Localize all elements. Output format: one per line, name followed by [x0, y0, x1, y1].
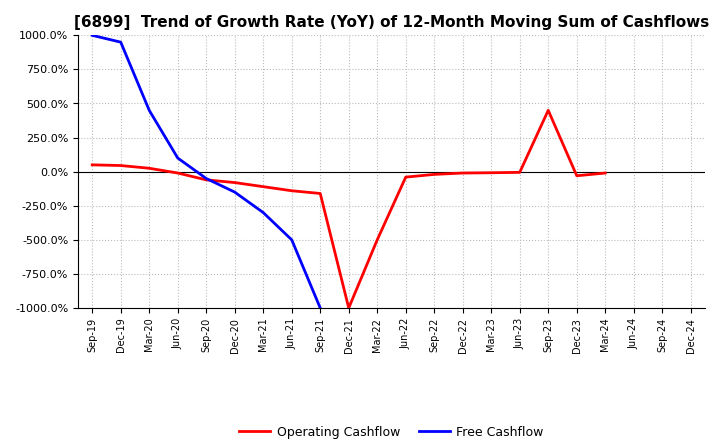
Operating Cashflow [430, 172, 438, 177]
Operating Cashflow [487, 170, 495, 176]
Free Cashflow [88, 33, 96, 38]
Operating Cashflow [459, 170, 467, 176]
Operating Cashflow [402, 175, 410, 180]
Operating Cashflow [230, 180, 239, 185]
Operating Cashflow [344, 305, 353, 311]
Operating Cashflow [544, 108, 552, 113]
Operating Cashflow [601, 170, 610, 176]
Free Cashflow [145, 108, 153, 113]
Operating Cashflow [259, 184, 268, 189]
Free Cashflow [259, 210, 268, 215]
Operating Cashflow [174, 170, 182, 176]
Free Cashflow [287, 237, 296, 242]
Operating Cashflow [88, 162, 96, 168]
Free Cashflow [202, 176, 210, 181]
Free Cashflow [117, 40, 125, 45]
Free Cashflow [316, 305, 325, 311]
Line: Free Cashflow: Free Cashflow [92, 35, 320, 308]
Legend: Operating Cashflow, Free Cashflow: Operating Cashflow, Free Cashflow [234, 421, 549, 440]
Operating Cashflow [145, 165, 153, 171]
Operating Cashflow [287, 188, 296, 194]
Line: Operating Cashflow: Operating Cashflow [92, 110, 606, 308]
Title: [6899]  Trend of Growth Rate (YoY) of 12-Month Moving Sum of Cashflows: [6899] Trend of Growth Rate (YoY) of 12-… [74, 15, 709, 30]
Operating Cashflow [373, 237, 382, 242]
Operating Cashflow [117, 163, 125, 168]
Operating Cashflow [202, 177, 210, 183]
Operating Cashflow [572, 173, 581, 178]
Free Cashflow [174, 155, 182, 161]
Operating Cashflow [316, 191, 325, 196]
Free Cashflow [230, 190, 239, 195]
Operating Cashflow [516, 170, 524, 175]
